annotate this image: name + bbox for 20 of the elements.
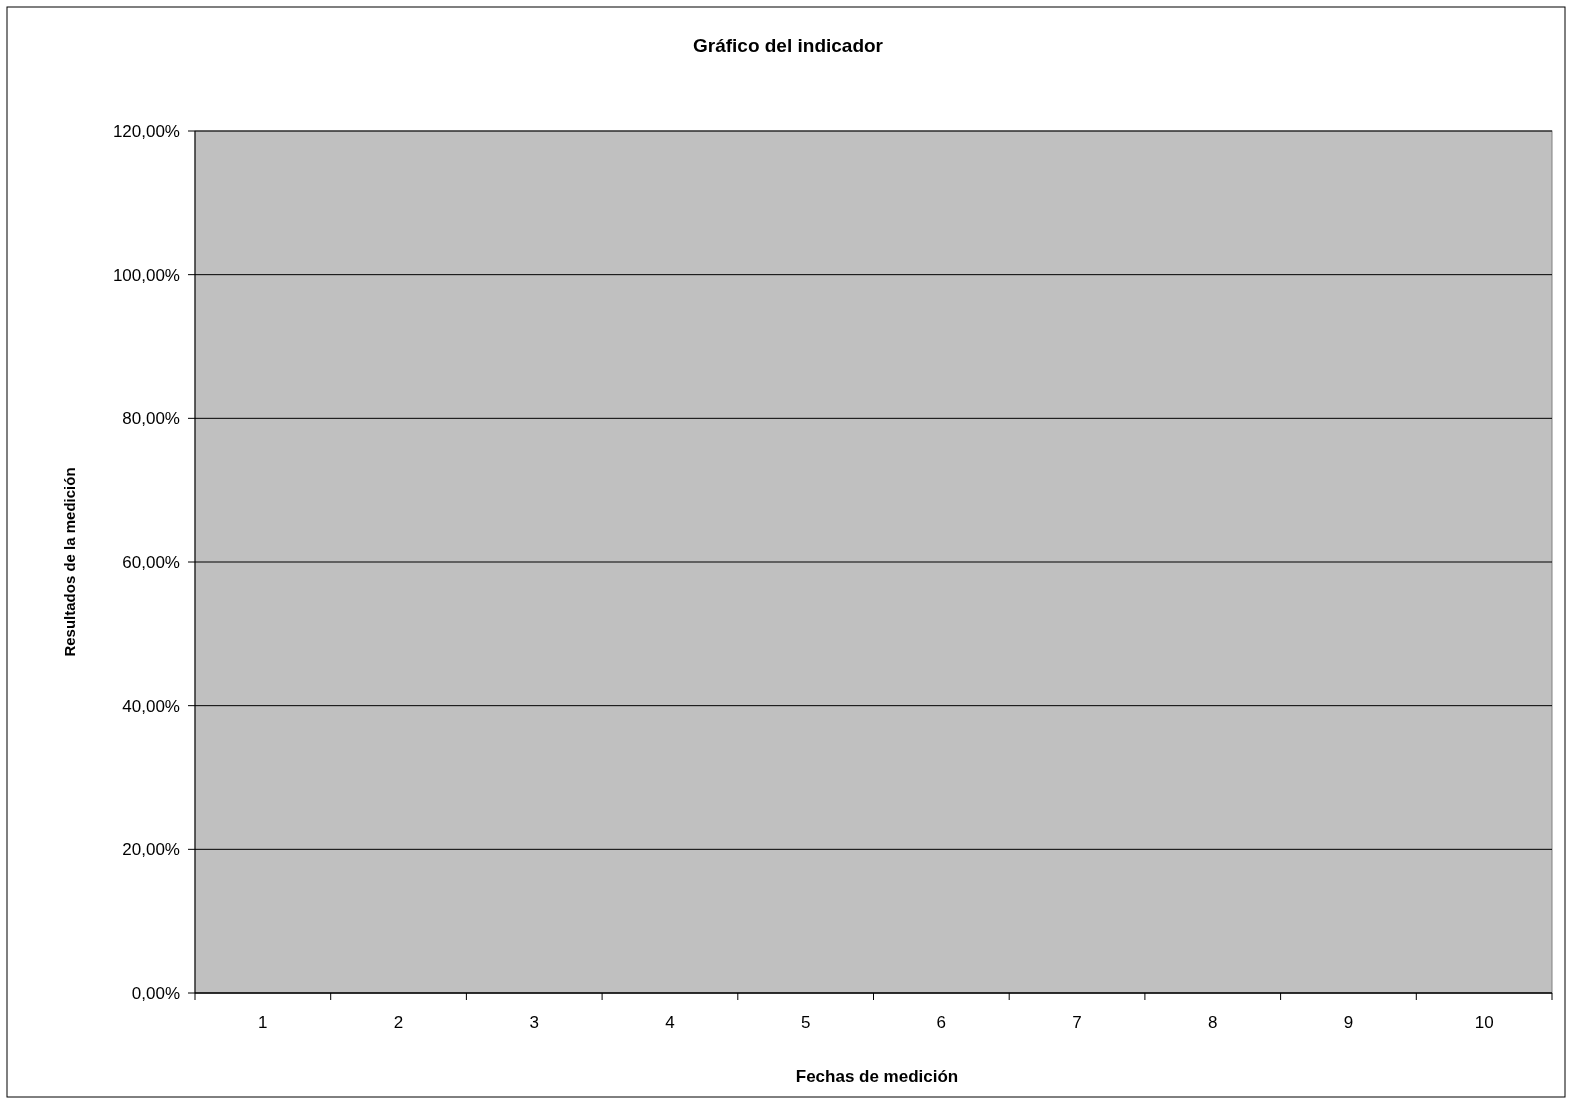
x-tick-label: 3 xyxy=(529,1013,539,1032)
x-tick-label: 2 xyxy=(393,1013,404,1032)
x-tick-label: 10 xyxy=(1474,1013,1494,1032)
x-tick-label: 1 xyxy=(258,1013,268,1032)
y-tick-label: 0,00% xyxy=(131,983,180,1003)
x-tick-label: 5 xyxy=(800,1013,811,1032)
y-tick-label: 60,00% xyxy=(122,552,180,572)
y-tick-label: 100,00% xyxy=(112,265,180,285)
y-tick-label: 20,00% xyxy=(122,840,180,860)
y-tick-label: 80,00% xyxy=(122,409,180,429)
y-tick-label: 120,00% xyxy=(112,121,180,141)
y-axis-title: Resultados de la medición xyxy=(61,467,78,657)
x-tick-label: 6 xyxy=(936,1013,947,1032)
y-tick-label: 40,00% xyxy=(122,696,180,716)
x-tick-label: 9 xyxy=(1343,1013,1354,1032)
chart-title: Gráfico del indicador xyxy=(692,35,884,56)
x-tick-label: 4 xyxy=(665,1013,675,1032)
x-axis-title: Fechas de medición xyxy=(795,1067,959,1086)
x-tick-label: 8 xyxy=(1208,1013,1218,1032)
x-tick-label: 7 xyxy=(1072,1013,1082,1032)
